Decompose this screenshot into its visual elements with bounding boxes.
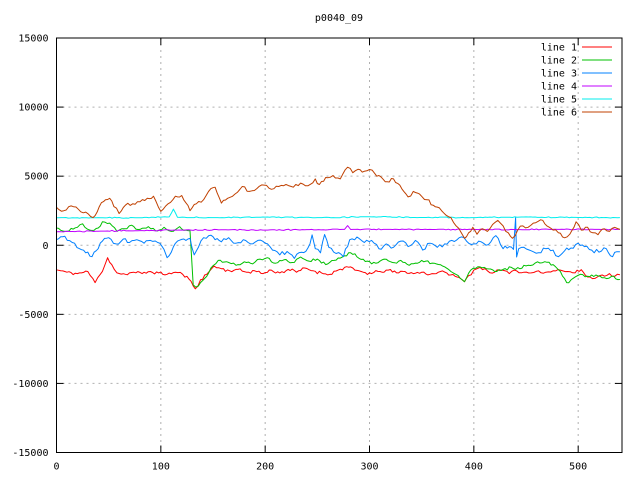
y-tick-label: -10000 [12,379,48,390]
legend-label-3: line 3 [541,69,577,80]
series-line-3 [56,217,620,259]
legend-label-6: line 6 [541,108,577,119]
x-tick-label: 400 [465,462,483,473]
y-tick-label: -5000 [18,310,48,321]
series-line-6 [56,166,621,239]
series-line-4 [56,225,620,233]
y-tick-label: 5000 [24,172,48,183]
legend-label-5: line 5 [541,95,577,106]
y-tick-label: 10000 [18,103,48,114]
x-tick-label: 300 [360,462,378,473]
y-tick-label: -15000 [12,448,48,459]
legend-label-2: line 2 [541,56,577,67]
legend-label-1: line 1 [541,43,577,54]
series-line-5 [56,208,620,219]
series-line-1 [56,257,620,290]
series-line-2 [56,221,620,288]
x-tick-label: 500 [569,462,587,473]
chart-title: p0040_09 [315,13,363,24]
x-tick-label: 0 [53,462,59,473]
y-tick-label: 0 [42,241,48,252]
legend-label-4: line 4 [541,82,577,93]
x-tick-label: 200 [256,462,274,473]
y-tick-label: 15000 [18,34,48,45]
x-tick-label: 100 [152,462,170,473]
